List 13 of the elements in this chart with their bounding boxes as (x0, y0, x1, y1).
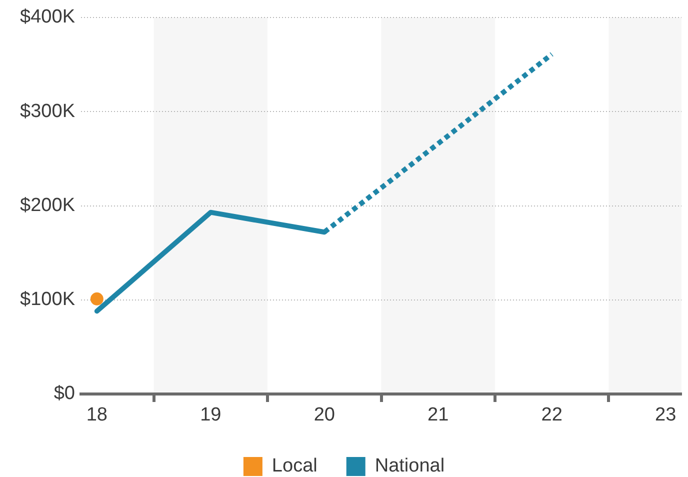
x-tick-label: 18 (86, 404, 108, 426)
x-tick-label: 20 (314, 404, 335, 426)
x-tick-label: 23 (655, 404, 676, 426)
x-tick-label: 22 (541, 404, 562, 426)
y-tick-label: $300K (20, 100, 76, 122)
y-tick-label: $400K (20, 6, 76, 28)
legend-label: Local (272, 456, 318, 477)
legend-label: National (374, 456, 445, 477)
y-tick-label: $100K (20, 289, 76, 310)
y-tick-label: $200K (20, 194, 76, 216)
x-tick-label: 19 (200, 404, 222, 426)
y-tick-label: $0 (54, 383, 75, 404)
x-tick-label: 21 (428, 404, 449, 426)
